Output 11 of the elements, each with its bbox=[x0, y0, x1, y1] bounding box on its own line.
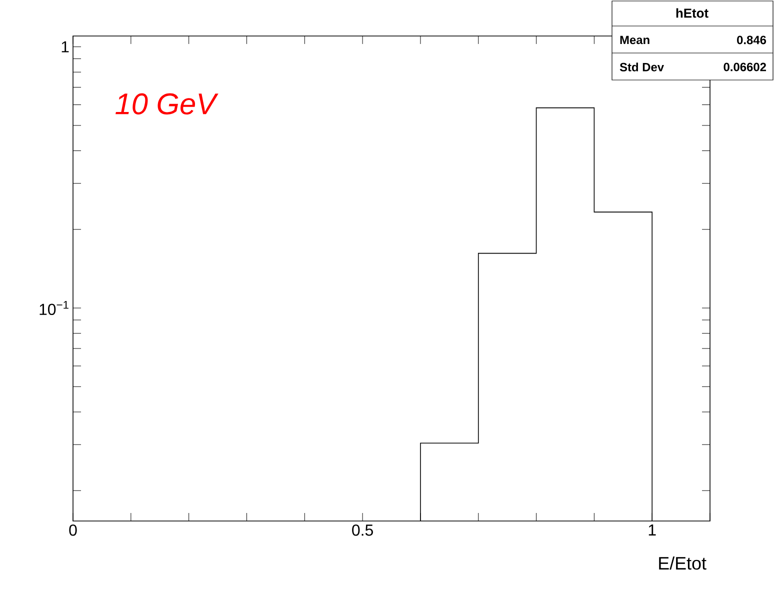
text: hEtot bbox=[676, 8, 708, 18]
text: 0.06602 bbox=[724, 62, 766, 72]
x-tick-label: 0 bbox=[69, 524, 77, 536]
x-tick-label: 0.5 bbox=[352, 524, 373, 536]
x-tick-label: 1 bbox=[648, 524, 656, 536]
annotation: Std Dev bbox=[620, 62, 664, 72]
y-tick-label: 10$^{−1}$ bbox=[40, 300, 68, 316]
annotation: Mean bbox=[620, 36, 650, 44]
text: 0.846 bbox=[737, 36, 766, 44]
annotation: 10 GeV bbox=[116, 93, 218, 114]
x-axis-title: E/Etot bbox=[659, 556, 706, 570]
